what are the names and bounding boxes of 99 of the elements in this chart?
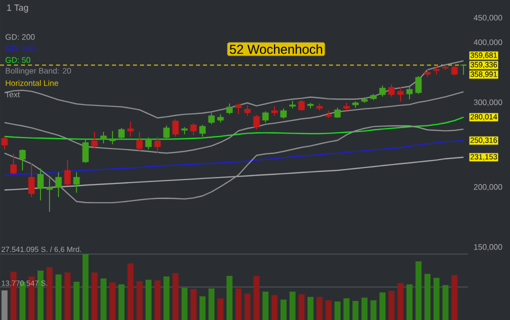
- bar: [344, 298, 350, 320]
- candlestick: [64, 160, 71, 186]
- candlestick: [118, 127, 125, 140]
- bar: [92, 272, 98, 320]
- bar: [380, 292, 386, 320]
- annotation: Text: [5, 92, 20, 98]
- candlestick: [388, 84, 395, 98]
- bar: [406, 284, 412, 320]
- text: GD: 150: [6, 46, 35, 52]
- bar: [244, 294, 251, 320]
- bar: [424, 274, 430, 320]
- bar: [110, 282, 116, 320]
- bar: [190, 289, 197, 320]
- candlestick: [226, 103, 233, 115]
- candlestick: [73, 172, 80, 194]
- y-tick-label: 450,000: [474, 14, 502, 22]
- chart-title: 1 Tag: [7, 4, 28, 13]
- candlestick: [46, 178, 53, 212]
- bar: [290, 292, 296, 320]
- candlestick: [379, 84, 386, 98]
- bar: [208, 288, 215, 320]
- candlestick: [415, 76, 422, 94]
- bar: [442, 285, 448, 320]
- candlestick: [451, 65, 458, 76]
- candlestick: [82, 138, 89, 164]
- bar: [82, 254, 89, 320]
- bar: [236, 288, 242, 320]
- bar: [298, 294, 304, 320]
- candlestick: [235, 103, 242, 115]
- bar: [118, 284, 125, 320]
- candlestick: [154, 136, 161, 154]
- bar: [100, 278, 107, 320]
- bar: [182, 288, 188, 320]
- bar: [200, 296, 206, 320]
- bar: [362, 298, 368, 320]
- candlestick: [334, 107, 341, 118]
- bar: [154, 280, 161, 320]
- text: GD: 200: [6, 34, 35, 40]
- y-tick-label: 300,000: [474, 100, 502, 106]
- bar: [46, 267, 53, 320]
- candlestick: [100, 131, 107, 144]
- candlestick: [172, 118, 179, 138]
- candlestick: [244, 104, 251, 116]
- candlestick: [91, 131, 98, 150]
- bar: [416, 261, 422, 320]
- candlestick: [19, 148, 26, 171]
- bar: [2, 290, 8, 320]
- candlestick: [28, 162, 35, 198]
- text: GD: 50: [6, 57, 30, 63]
- candlestick: [406, 86, 413, 100]
- bar: [308, 296, 314, 320]
- annotation: 52 Wochenhoch: [230, 44, 322, 54]
- bar: [136, 281, 143, 320]
- candlestick: [136, 131, 143, 152]
- bar: [316, 296, 322, 320]
- bar: [452, 275, 458, 320]
- bar: [146, 280, 152, 320]
- ref-line-label: Horizontal Line: [6, 80, 58, 86]
- candlestick: [253, 114, 260, 130]
- candlestick: [460, 64, 467, 76]
- bar: [352, 300, 358, 320]
- candlestick: [199, 124, 206, 138]
- bar: [334, 302, 340, 320]
- candlestick: [127, 121, 134, 138]
- bar: [226, 276, 233, 320]
- bar: [128, 263, 134, 320]
- candlestick: [163, 125, 170, 141]
- candlestick: [271, 106, 278, 116]
- bar: [254, 276, 260, 320]
- bar: [280, 300, 286, 320]
- bar: [272, 294, 278, 320]
- bar: [388, 291, 394, 320]
- bar: [56, 274, 62, 320]
- y-tick-label: 400,000: [474, 39, 502, 46]
- y-tick-label: 200,000: [474, 184, 502, 191]
- candlestick: [55, 172, 62, 198]
- candlestick: [145, 137, 152, 150]
- bar: [326, 300, 332, 320]
- candlestick: [298, 100, 305, 112]
- candlestick: [37, 168, 44, 201]
- bar: [398, 283, 404, 320]
- candlestick: [397, 86, 404, 102]
- bar: [74, 282, 80, 320]
- bar: [434, 278, 440, 320]
- candlestick: [109, 130, 116, 145]
- candlestick: [10, 153, 17, 175]
- bar: [262, 292, 269, 320]
- bar: [218, 298, 224, 320]
- candlestick: [262, 110, 269, 123]
- candlestick: [1, 136, 8, 150]
- y-tick-label: 150,000: [474, 244, 502, 251]
- bar: [64, 272, 71, 320]
- candlestick: [208, 112, 215, 125]
- candlestick: [190, 122, 197, 136]
- candlestick: [280, 108, 287, 120]
- bar: [172, 273, 179, 320]
- bar: [370, 300, 376, 320]
- text: Bollinger Band: 20: [6, 68, 72, 76]
- bar: [164, 276, 170, 320]
